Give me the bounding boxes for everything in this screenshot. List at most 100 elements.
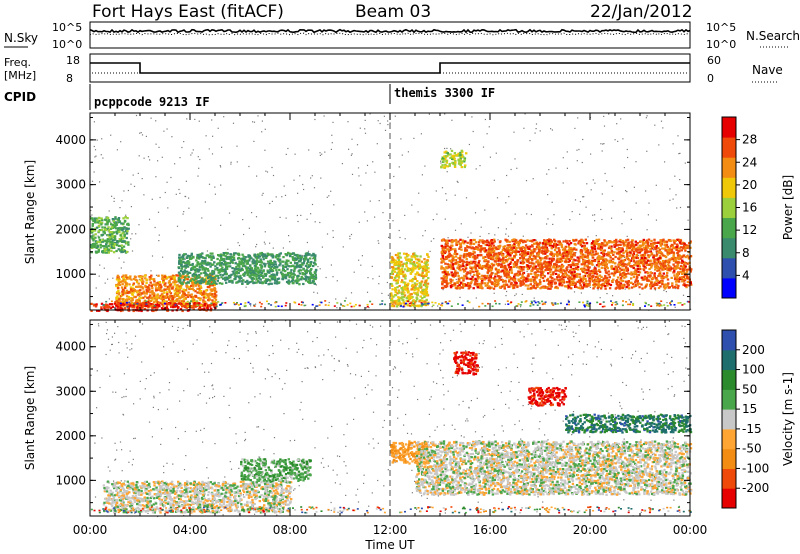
echo-pixel [96, 245, 99, 248]
echo-pixel [411, 283, 414, 286]
echo-pixel [539, 281, 542, 284]
noise-pixel [296, 214, 298, 217]
echo-pixel [610, 251, 613, 254]
freq-panel: Freq. [MHz] 18 8 60 0 Nave [4, 53, 783, 85]
echo-pixel [673, 271, 676, 274]
noise-pixel [676, 207, 678, 209]
echo-pixel [410, 259, 413, 262]
echo-pixel [394, 253, 398, 257]
echo-pixel [390, 282, 393, 286]
noise-pixel [266, 262, 268, 265]
echo-pixel [404, 277, 407, 280]
echo-pixel [115, 244, 119, 247]
echo-pixel [177, 274, 181, 277]
echo-pixel [582, 277, 585, 280]
echo-pixel [184, 294, 188, 297]
echo-pixel [408, 279, 412, 282]
echo-pixel [242, 273, 245, 276]
echo-pixel [210, 293, 213, 296]
echo-pixel [532, 242, 536, 245]
noise-pixel [431, 306, 433, 308]
echo-pixel [235, 272, 239, 275]
echo-pixel [186, 260, 189, 263]
echo-pixel [628, 246, 632, 249]
echo-pixel [229, 253, 233, 256]
echo-pixel [591, 271, 594, 274]
noise-pixel [451, 119, 453, 121]
date-label: 22/Jan/2012 [590, 2, 693, 22]
echo-pixel [655, 254, 658, 257]
echo-pixel [293, 269, 296, 272]
echo-pixel [621, 239, 625, 243]
echo-pixel [159, 283, 162, 286]
noise-pixel [103, 267, 105, 269]
echo-pixel [296, 254, 300, 257]
noise-pixel [110, 134, 112, 136]
echo-pixel [257, 267, 260, 270]
echo-pixel [253, 264, 257, 267]
noise-pixel [320, 177, 322, 179]
echo-pixel [139, 286, 142, 289]
echo-pixel [143, 274, 147, 277]
noise-pixel [675, 194, 677, 196]
echo-pixel [314, 277, 317, 281]
echo-pixel [121, 237, 125, 240]
echo-pixel [558, 251, 561, 254]
echo-pixel [224, 270, 227, 274]
echo-pixel [278, 268, 281, 271]
echo-pixel [125, 232, 129, 235]
noise-pixel [358, 221, 360, 223]
echo-pixel [231, 258, 234, 261]
echo-pixel [111, 232, 114, 235]
echo-pixel [397, 268, 400, 271]
echo-pixel [116, 299, 119, 302]
echo-pixel [586, 266, 589, 269]
echo-pixel [642, 240, 645, 243]
echo-pixel [416, 280, 419, 283]
echo-pixel [192, 255, 195, 258]
echo-pixel [454, 248, 457, 251]
echo-pixel [90, 217, 94, 220]
noise-pixel [194, 118, 196, 120]
echo-pixel [409, 272, 413, 275]
noise-pixel [418, 192, 420, 194]
echo-pixel [414, 267, 417, 270]
echo-pixel [202, 271, 206, 274]
noise-pixel [624, 288, 626, 290]
echo-pixel [265, 255, 269, 258]
noise-pixel [493, 179, 495, 181]
noise-pixel [430, 240, 432, 242]
echo-pixel [186, 281, 190, 284]
echo-pixel [188, 256, 191, 259]
power-echoes [90, 113, 693, 313]
echo-pixel [312, 253, 316, 256]
echo-pixel [263, 272, 267, 276]
echo-pixel [126, 230, 129, 233]
echo-pixel [473, 273, 476, 276]
noise-pixel [266, 171, 269, 173]
echo-pixel [113, 226, 116, 229]
echo-pixel [531, 251, 534, 254]
echo-pixel [284, 265, 288, 268]
echo-pixel [153, 294, 156, 297]
echo-pixel [645, 262, 648, 265]
noise-pixel [236, 161, 238, 163]
noise-pixel [574, 307, 576, 309]
echo-pixel [626, 238, 630, 241]
noise-pixel [317, 266, 319, 268]
echo-pixel [298, 269, 301, 272]
echo-pixel [190, 295, 193, 299]
echo-pixel [192, 265, 195, 268]
echo-pixel [135, 279, 139, 282]
noise-pixel [167, 207, 169, 209]
echo-pixel [461, 262, 465, 265]
noise-pixel [473, 279, 475, 281]
echo-pixel [271, 256, 274, 259]
noise-pixel [606, 293, 608, 295]
noise-pixel [147, 156, 150, 158]
echo-pixel [616, 268, 619, 271]
echo-pixel [103, 232, 106, 235]
echo-pixel [134, 278, 137, 281]
echo-pixel [484, 276, 487, 279]
